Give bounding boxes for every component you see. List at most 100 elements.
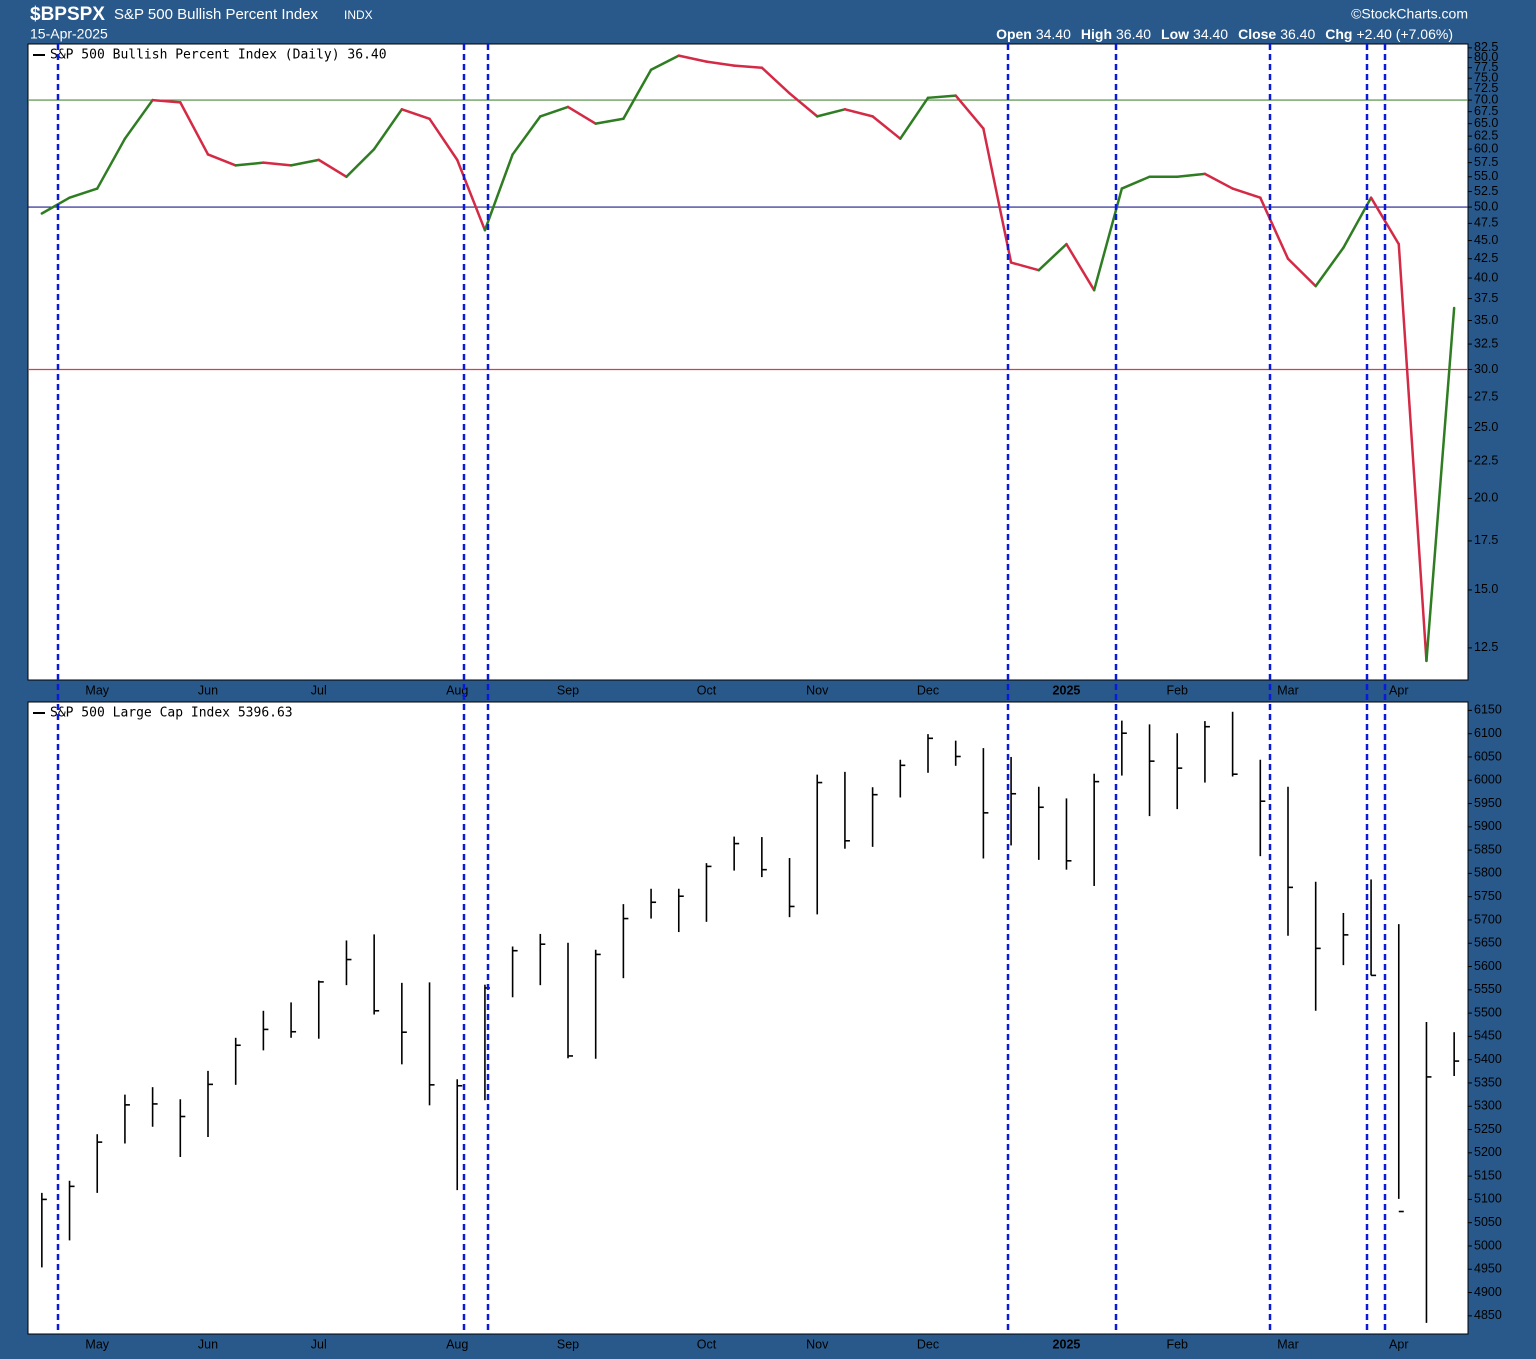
x-tick-label: Nov (806, 683, 829, 697)
line-segment (455, 158, 487, 232)
line-segment (622, 68, 653, 121)
line-segment (1231, 187, 1262, 199)
line-segment (843, 108, 874, 118)
y-tick-label: 50.0 (1474, 199, 1498, 213)
quote-label: Open (996, 26, 1032, 42)
y-tick-label: 4950 (1474, 1262, 1502, 1276)
line-segment (345, 147, 376, 179)
x-tick-label: Sep (557, 683, 579, 697)
line-segment (677, 54, 708, 63)
y-tick-label: 5000 (1474, 1238, 1502, 1252)
y-tick-label: 25.0 (1474, 420, 1498, 434)
quote-text: Open 34.40 High 36.40 Low 34.40 Close 36.40 Chg +… (996, 26, 1453, 42)
quote-value: 36.40 (1116, 26, 1151, 42)
y-tick-label: 5850 (1474, 842, 1502, 856)
x-tick-label: Jun (198, 1337, 218, 1351)
legend-label: S&P 500 Large Cap Index 5396.63 (50, 706, 293, 721)
line-segment (649, 54, 681, 72)
y-tick-label: 5250 (1474, 1122, 1502, 1136)
quote-label: Chg (1325, 26, 1352, 42)
line-segment (539, 105, 570, 118)
y-tick-label: 5500 (1474, 1005, 1502, 1019)
signal-lines (56, 44, 1387, 1334)
y-tick-label: 5800 (1474, 866, 1502, 880)
line-segment (1175, 172, 1207, 179)
y-tick-label: 32.5 (1474, 336, 1498, 350)
y-tick-label: 5100 (1474, 1192, 1502, 1206)
x-tick-label: Aug (446, 1337, 468, 1351)
line-segment (1203, 172, 1234, 190)
subtitle: S&P 500 Bullish Percent Index (114, 6, 319, 23)
y-tick-label: 5600 (1474, 959, 1502, 973)
y-tick-label: 5400 (1474, 1052, 1502, 1066)
line-segment (400, 108, 431, 121)
line-segment (982, 127, 1013, 264)
line-segment (705, 60, 736, 67)
line-segment (815, 108, 847, 118)
y-tick-label: 27.5 (1474, 389, 1498, 403)
line-segment (1065, 242, 1096, 292)
line-segment (1037, 242, 1068, 272)
y-tick-label: 47.5 (1474, 216, 1498, 230)
y-tick-label: 6100 (1474, 726, 1502, 740)
y-tick-label: 5750 (1474, 889, 1502, 903)
line-segment (483, 153, 514, 232)
line-segment (262, 161, 293, 167)
line-segment (899, 96, 930, 140)
source: ©StockCharts.com (1351, 6, 1468, 22)
y-tick-label: 5650 (1474, 936, 1502, 950)
line-segment (317, 158, 348, 179)
exchange: INDX (344, 8, 373, 22)
line-segment (871, 115, 902, 140)
x-tick-label: Oct (697, 683, 717, 697)
y-tick-label: 12.5 (1474, 640, 1498, 654)
x-tick-label: Jun (198, 683, 218, 697)
x-tick-label: Dec (917, 1337, 939, 1351)
panel-bottom (27, 701, 1469, 1335)
y-tick-label: 5200 (1474, 1145, 1502, 1159)
y-tick-label: 35.0 (1474, 313, 1498, 327)
line-segment (1397, 242, 1428, 663)
line-segment (1259, 196, 1290, 261)
y-tick-label: 5900 (1474, 819, 1502, 833)
y-tick-label: 72.5 (1474, 81, 1498, 95)
x-tick-label: Nov (806, 1337, 829, 1351)
line-segment (40, 196, 71, 215)
line-segment (760, 66, 791, 95)
line-segment (926, 94, 957, 100)
line-segment (788, 92, 819, 118)
line-segment (954, 94, 985, 130)
y-tick-label: 67.5 (1474, 104, 1498, 118)
line-segment (123, 98, 154, 140)
panel-top (27, 43, 1469, 681)
ticker: $BPSPX (30, 4, 105, 25)
x-tick-label: Apr (1389, 1337, 1408, 1351)
y-tick-label: 30.0 (1474, 362, 1498, 376)
quote-label: Low (1161, 26, 1189, 42)
y-tick-label: 5300 (1474, 1099, 1502, 1113)
line-segment (289, 158, 321, 167)
y-tick-label: 82.5 (1474, 40, 1498, 54)
y-tick-label: 22.5 (1474, 453, 1498, 467)
y-tick-label: 5350 (1474, 1075, 1502, 1089)
y-tick-label: 5550 (1474, 982, 1502, 996)
x-tick-label: Apr (1389, 683, 1408, 697)
line-segment (206, 153, 237, 167)
x-tick-label: Feb (1166, 1337, 1188, 1351)
y-tick-label: 70.0 (1474, 92, 1498, 106)
line-segment (151, 98, 182, 104)
line-segment (179, 101, 210, 156)
y-tick-label: 65.0 (1474, 116, 1498, 130)
quote-value: 34.40 (1193, 26, 1228, 42)
line-segment (372, 108, 404, 151)
line-segment (234, 161, 265, 167)
panel-0: 82.580.077.575.072.570.067.565.062.560.0… (28, 40, 1498, 697)
date: 15-Apr-2025 (30, 26, 108, 42)
x-tick-label: Jul (311, 683, 327, 697)
x-tick-label: Feb (1166, 683, 1188, 697)
y-tick-label: 57.5 (1474, 155, 1498, 169)
line-segment (1120, 175, 1151, 190)
line-segment (511, 115, 542, 156)
quote-value: 34.40 (1036, 26, 1071, 42)
plots: 82.580.077.575.072.570.067.565.062.560.0… (28, 40, 1502, 1351)
